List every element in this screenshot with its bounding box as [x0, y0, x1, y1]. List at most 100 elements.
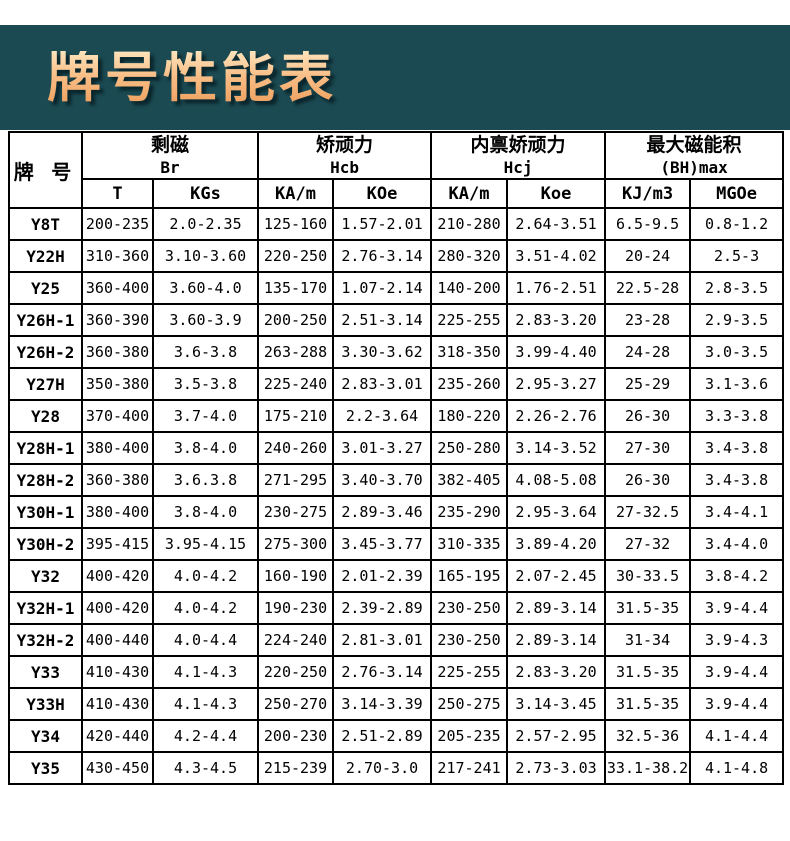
table-row: Y26H-2 360-380 3.6-3.8 263-288 3.30-3.62 318-…	[8, 335, 785, 369]
value-cell: 3.45-3.77	[332, 527, 433, 561]
value-cell: 175-210	[257, 399, 335, 433]
value-cell: 3.4-4.0	[689, 527, 785, 561]
value-cell: 3.8-4.2	[689, 559, 785, 593]
value-cell: 2.01-2.39	[332, 559, 433, 593]
value-cell: 6.5-9.5	[604, 207, 692, 241]
value-cell: 3.95-4.15	[151, 527, 260, 561]
value-cell: 3.8-4.0	[151, 495, 260, 529]
grade-cell: Y30H-1	[8, 495, 83, 529]
value-cell: 4.1-4.4	[689, 719, 785, 753]
value-cell: 31.5-35	[604, 655, 692, 689]
value-cell: 200-250	[257, 303, 335, 337]
value-cell: 25-29	[604, 367, 692, 401]
value-cell: 3.51-4.02	[506, 239, 607, 273]
value-cell: 200-230	[257, 719, 335, 753]
value-cell: 2.39-2.89	[332, 591, 433, 625]
value-cell: 2.83-3.20	[506, 303, 607, 337]
value-cell: 2.64-3.51	[506, 207, 607, 241]
value-cell: 3.4-4.1	[689, 495, 785, 529]
header-group-hcj: 内禀娇顽力 Hcj	[430, 131, 607, 180]
value-cell: 3.9-4.4	[689, 591, 785, 625]
value-cell: 217-241	[430, 751, 509, 785]
value-cell: 4.1-4.3	[151, 687, 260, 721]
value-cell: 310-335	[430, 527, 509, 561]
title-banner: 牌号性能表	[0, 25, 790, 130]
unit-t: T	[81, 178, 154, 209]
table-row: Y28 370-400 3.7-4.0 175-210 2.2-3.64 180-220 2…	[8, 399, 785, 433]
value-cell: 2.9-3.5	[689, 303, 785, 337]
value-cell: 3.99-4.40	[506, 335, 607, 369]
value-cell: 215-239	[257, 751, 335, 785]
value-cell: 2.83-3.20	[506, 655, 607, 689]
value-cell: 200-235	[81, 207, 154, 241]
table-row: Y33H 410-430 4.1-4.3 250-270 3.14-3.39 250-27…	[8, 687, 785, 721]
value-cell: 205-235	[430, 719, 509, 753]
grade-cell: Y28H-2	[8, 463, 83, 497]
value-cell: 3.14-3.39	[332, 687, 433, 721]
value-cell: 230-275	[257, 495, 335, 529]
value-cell: 360-390	[81, 303, 154, 337]
value-cell: 135-170	[257, 271, 335, 305]
grade-cell: Y26H-2	[8, 335, 83, 369]
table-row: Y32 400-420 4.0-4.2 160-190 2.01-2.39 165-195…	[8, 559, 785, 593]
grade-cell: Y28	[8, 399, 83, 433]
grade-cell: Y33	[8, 655, 83, 689]
value-cell: 2.89-3.14	[506, 591, 607, 625]
grade-cell: Y35	[8, 751, 83, 785]
value-cell: 3.60-4.0	[151, 271, 260, 305]
value-cell: 280-320	[430, 239, 509, 273]
value-cell: 2.89-3.14	[506, 623, 607, 657]
value-cell: 350-380	[81, 367, 154, 401]
value-cell: 230-250	[430, 623, 509, 657]
value-cell: 400-420	[81, 591, 154, 625]
header-group-hcj-en: Hcj	[503, 158, 533, 177]
value-cell: 4.0-4.2	[151, 591, 260, 625]
value-cell: 3.5-3.8	[151, 367, 260, 401]
grade-cell: Y30H-2	[8, 527, 83, 561]
value-cell: 3.9-4.4	[689, 655, 785, 689]
value-cell: 3.40-3.70	[332, 463, 433, 497]
value-cell: 2.81-3.01	[332, 623, 433, 657]
value-cell: 3.6.3.8	[151, 463, 260, 497]
header-unit-row: T KGs KA/m KOe KA/m Koe KJ/m3 MGOe	[9, 178, 785, 209]
grade-cell: Y25	[8, 271, 83, 305]
value-cell: 3.4-3.8	[689, 431, 785, 465]
value-cell: 2.89-3.46	[332, 495, 433, 529]
value-cell: 4.0-4.4	[151, 623, 260, 657]
value-cell: 360-380	[81, 463, 154, 497]
value-cell: 230-250	[430, 591, 509, 625]
grade-cell: Y32H-2	[8, 623, 83, 657]
value-cell: 271-295	[257, 463, 335, 497]
value-cell: 3.14-3.45	[506, 687, 607, 721]
value-cell: 2.57-2.95	[506, 719, 607, 753]
value-cell: 380-400	[81, 431, 154, 465]
table-body: Y8T 200-235 2.0-2.35 125-160 1.57-2.01 210-28…	[8, 207, 785, 785]
value-cell: 30-33.5	[604, 559, 692, 593]
header-group-hcb-cn: 矫顽力	[316, 135, 374, 156]
value-cell: 240-260	[257, 431, 335, 465]
unit-koe-hcb: KOe	[332, 178, 433, 209]
value-cell: 360-380	[81, 335, 154, 369]
value-cell: 4.1-4.8	[689, 751, 785, 785]
header-group-bhmax-en: (BH)max	[660, 158, 728, 177]
table-row: Y32H-1 400-420 4.0-4.2 190-230 2.39-2.89 230-…	[8, 591, 785, 625]
header-group-bhmax-cn: 最大磁能积	[646, 135, 742, 156]
grade-cell: Y32	[8, 559, 83, 593]
value-cell: 190-230	[257, 591, 335, 625]
value-cell: 235-290	[430, 495, 509, 529]
value-cell: 23-28	[604, 303, 692, 337]
value-cell: 2.76-3.14	[332, 239, 433, 273]
grade-cell: Y34	[8, 719, 83, 753]
grade-cell: Y8T	[8, 207, 83, 241]
value-cell: 3.30-3.62	[332, 335, 433, 369]
grade-cell: Y22H	[8, 239, 83, 273]
value-cell: 3.7-4.0	[151, 399, 260, 433]
table-row: Y32H-2 400-440 4.0-4.4 224-240 2.81-3.01 230-…	[8, 623, 785, 657]
table-row: Y28H-2 360-380 3.6.3.8 271-295 3.40-3.70 382-…	[8, 463, 785, 497]
value-cell: 0.8-1.2	[689, 207, 785, 241]
header-group-br: 剩磁 Br	[80, 131, 260, 180]
value-cell: 410-430	[81, 687, 154, 721]
header-group-row: 牌 号 剩磁 Br 矫顽力 Hcb 内禀娇顽力 Hcj 最大磁能积 (BH)ma…	[8, 131, 785, 209]
value-cell: 400-420	[81, 559, 154, 593]
unit-kam-hcb: KA/m	[257, 178, 335, 209]
